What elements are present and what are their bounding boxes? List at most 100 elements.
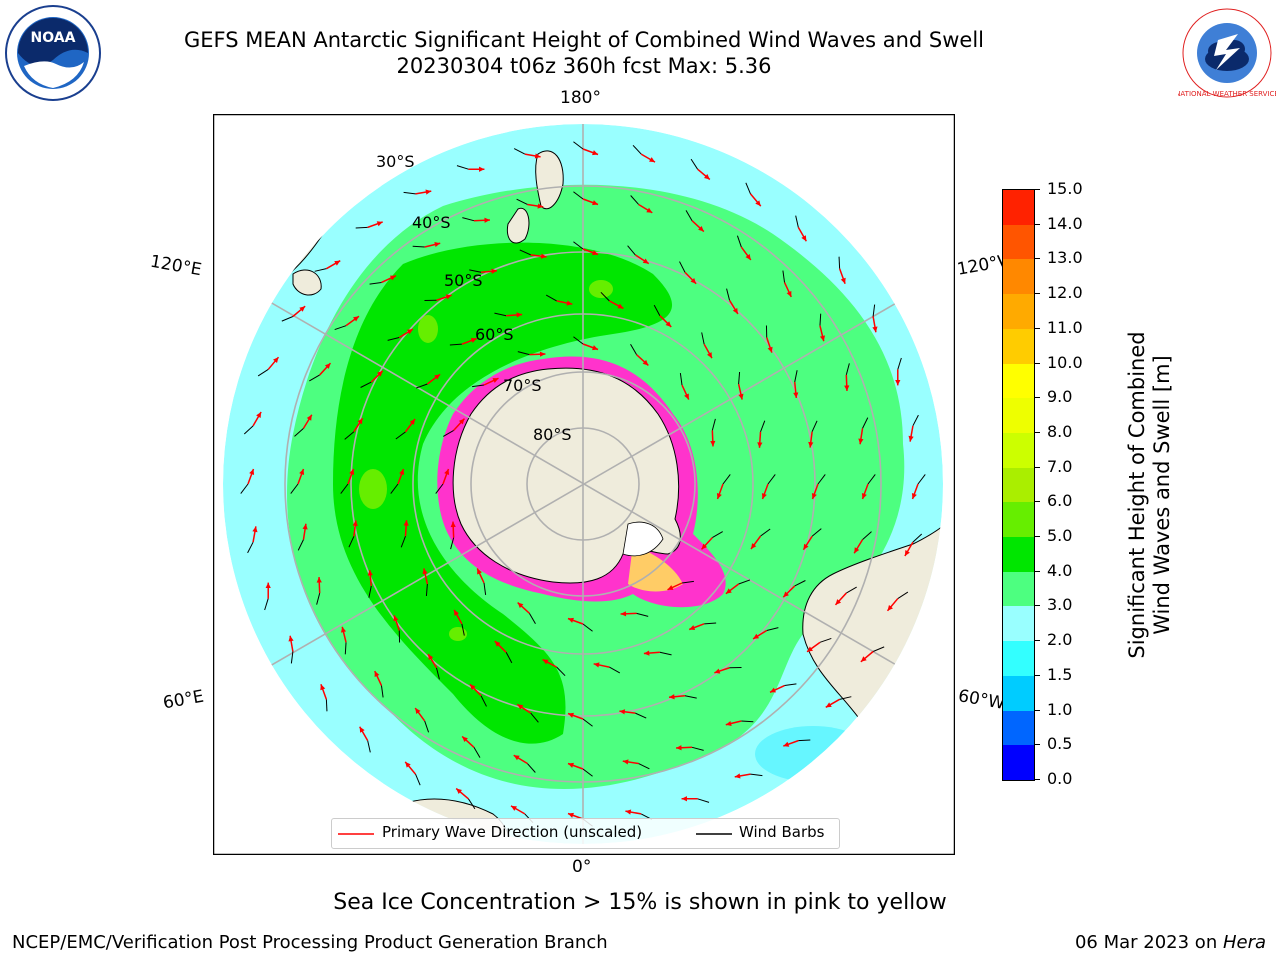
wave-arrow-head bbox=[676, 745, 682, 751]
wave-arrow-head bbox=[840, 277, 846, 284]
wind-barb bbox=[344, 431, 355, 440]
wave-arrow-head bbox=[542, 659, 549, 665]
wind-barb bbox=[461, 623, 465, 636]
wind-barb bbox=[736, 235, 742, 248]
wave-arrow-head bbox=[753, 633, 760, 639]
wind-barb bbox=[845, 363, 850, 376]
wind-barb bbox=[630, 344, 638, 355]
colorbar-tick bbox=[1034, 362, 1040, 364]
wind-barb bbox=[741, 720, 754, 723]
wave-arrow-head bbox=[406, 329, 413, 335]
wind-barb bbox=[632, 144, 642, 155]
wave-arrow-head bbox=[593, 662, 600, 668]
wave-arrow-head bbox=[620, 611, 627, 617]
wind-barb bbox=[862, 531, 872, 540]
wave-arrow-head bbox=[665, 321, 672, 327]
wave-arrow-head bbox=[808, 441, 814, 448]
wave-arrow-head bbox=[352, 520, 358, 527]
wave-arrow-head bbox=[539, 351, 546, 357]
colorbar-segment bbox=[1003, 571, 1034, 607]
wind-barb bbox=[513, 148, 526, 155]
chart-subtitle: 20230304 t06z 360h fcst Max: 5.36 bbox=[396, 54, 772, 78]
wind-barb bbox=[726, 288, 731, 301]
wave-arrow-head bbox=[904, 550, 910, 557]
wind-barb bbox=[582, 623, 593, 632]
wind-barb bbox=[912, 414, 919, 427]
colorbar-tick bbox=[1034, 570, 1040, 572]
wind-barb bbox=[704, 622, 717, 625]
wave-arrow-head bbox=[389, 275, 396, 281]
wave-arrow-head bbox=[858, 438, 864, 445]
wind-barb bbox=[247, 541, 254, 554]
wind-barb bbox=[403, 191, 416, 195]
wave-arrow-head bbox=[835, 599, 842, 605]
wind-barb bbox=[760, 420, 766, 433]
wave-arrow-head bbox=[854, 547, 860, 554]
wave-arrow-head bbox=[357, 418, 363, 425]
wave-arrow-head bbox=[256, 411, 262, 418]
wave-arrow-head bbox=[454, 609, 459, 616]
wind-barb bbox=[862, 417, 869, 429]
wind-barb bbox=[527, 763, 536, 773]
wave-arrow-head bbox=[415, 708, 421, 714]
wave-arrow-head bbox=[306, 414, 312, 421]
wave-arrow-head bbox=[434, 241, 441, 248]
wave-arrow-head bbox=[793, 392, 799, 398]
colorbar-tick bbox=[1034, 397, 1040, 399]
wind-barb bbox=[367, 740, 371, 753]
colorbar-tick bbox=[1034, 536, 1040, 538]
wave-arrow-head bbox=[376, 221, 383, 227]
wave-arrow-head bbox=[698, 225, 704, 232]
colorbar-segment bbox=[1003, 190, 1034, 225]
wind-barb bbox=[573, 241, 584, 250]
wind-barb bbox=[387, 336, 400, 341]
wind-barb bbox=[294, 428, 304, 437]
wind-barb bbox=[473, 747, 481, 758]
wind-barb bbox=[684, 695, 697, 699]
wind-barb bbox=[846, 586, 857, 594]
wave-arrow-head bbox=[755, 200, 761, 207]
wave-arrow-head bbox=[492, 378, 499, 383]
wind-barb bbox=[415, 773, 421, 786]
lon-label-top: 180° bbox=[560, 88, 601, 108]
wind-barb bbox=[912, 533, 923, 543]
wave-arrow-head bbox=[895, 380, 901, 386]
wave-arrow-head bbox=[767, 346, 773, 353]
colorbar-tick-label: 14.0 bbox=[1047, 213, 1083, 233]
lon-label-lower-right: 60°W bbox=[956, 686, 1006, 714]
wave-arrow-head bbox=[428, 654, 434, 661]
colorbar-segment bbox=[1003, 398, 1034, 433]
wind-barb bbox=[469, 269, 482, 273]
wave-arrow-head bbox=[807, 646, 813, 652]
wave-arrow-head bbox=[422, 568, 428, 575]
wave-arrow-head bbox=[479, 166, 485, 172]
wind-barb bbox=[897, 357, 902, 370]
wave-arrow-head bbox=[801, 235, 807, 242]
wave-arrow-head bbox=[689, 625, 696, 631]
svg-text:NATIONAL WEATHER SERVICE: NATIONAL WEATHER SERVICE bbox=[1178, 90, 1276, 98]
wave-arrow-head bbox=[732, 307, 738, 314]
wind-barb bbox=[794, 370, 798, 383]
lat-label-60s: 60°S bbox=[475, 325, 514, 344]
colorbar-segment bbox=[1003, 432, 1034, 468]
wave-arrow-head bbox=[403, 520, 409, 526]
wave-arrow-head bbox=[844, 385, 850, 391]
footer-left: NCEP/EMC/Verification Post Processing Pr… bbox=[12, 932, 608, 953]
wave-arrow-head bbox=[811, 493, 817, 500]
wave-arrow-head bbox=[405, 761, 411, 768]
wave-arrow-head bbox=[494, 641, 501, 647]
lon-label-bottom: 0° bbox=[572, 857, 592, 877]
wave-arrow-head bbox=[783, 741, 790, 747]
wind-barb bbox=[360, 381, 372, 388]
colorbar-segment bbox=[1003, 606, 1034, 642]
wave-arrow-head bbox=[684, 393, 689, 400]
wave-arrow-head bbox=[745, 254, 751, 260]
wind-barb bbox=[872, 304, 876, 317]
wind-barb bbox=[309, 374, 320, 382]
wind-barb bbox=[443, 429, 454, 437]
wave-arrow-head bbox=[625, 809, 632, 815]
wave-arrow-head bbox=[649, 157, 656, 163]
wind-barb bbox=[738, 371, 741, 385]
wave-arrow-head bbox=[761, 493, 767, 500]
wind-barb bbox=[600, 291, 610, 302]
